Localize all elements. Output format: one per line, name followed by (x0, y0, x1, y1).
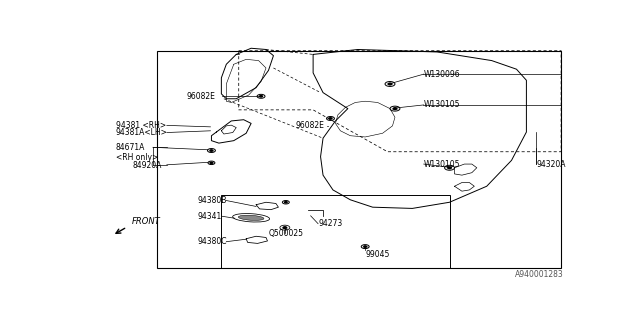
Text: 94380B: 94380B (198, 196, 227, 205)
Text: 94381 <RH>: 94381 <RH> (116, 121, 166, 130)
Circle shape (285, 202, 287, 203)
Text: W130096: W130096 (424, 70, 460, 79)
Text: Q500025: Q500025 (269, 228, 303, 237)
Text: FRONT: FRONT (132, 217, 161, 226)
Circle shape (283, 227, 287, 228)
Text: 94381A<LH>: 94381A<LH> (116, 128, 168, 137)
Text: 94380C: 94380C (198, 237, 227, 246)
Text: A940001283: A940001283 (515, 270, 564, 279)
Text: 96082E: 96082E (187, 92, 216, 101)
Text: W130105: W130105 (424, 100, 460, 109)
Circle shape (393, 108, 397, 109)
Circle shape (448, 167, 451, 169)
Text: 84920A: 84920A (132, 161, 161, 170)
Circle shape (260, 96, 262, 97)
Text: 94273: 94273 (318, 219, 342, 228)
Bar (157, 51, 561, 268)
Text: 94341: 94341 (198, 212, 222, 221)
Text: 94320A: 94320A (536, 160, 566, 169)
Circle shape (364, 246, 367, 247)
Circle shape (210, 162, 212, 164)
Circle shape (388, 83, 392, 85)
Text: 99045: 99045 (365, 250, 390, 259)
Text: <RH only>: <RH only> (116, 153, 158, 162)
Text: W130105: W130105 (424, 160, 460, 169)
Text: 96082E: 96082E (296, 121, 324, 130)
Circle shape (329, 118, 332, 119)
Circle shape (210, 150, 213, 151)
Bar (221, 195, 449, 268)
Ellipse shape (238, 215, 264, 220)
Text: 84671A: 84671A (116, 143, 145, 152)
